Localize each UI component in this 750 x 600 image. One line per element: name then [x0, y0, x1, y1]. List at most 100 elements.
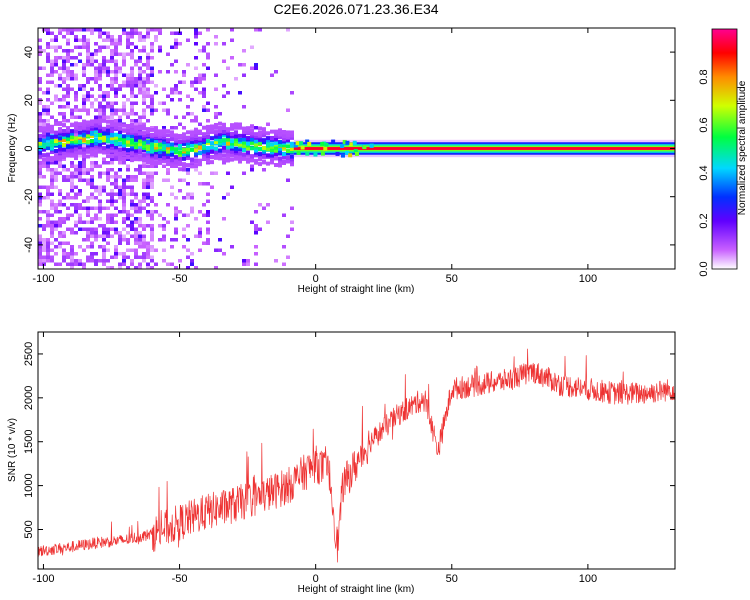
spectrogram-cell — [90, 56, 94, 60]
spectrogram-cell — [70, 203, 74, 207]
spectrogram-cell — [102, 112, 106, 116]
spectrogram-cell — [138, 220, 142, 224]
spectrogram-cell — [106, 206, 110, 210]
spectrogram-cell — [38, 66, 42, 70]
spectrogram-cell — [90, 134, 94, 139]
y-tick-label: 500 — [23, 520, 35, 538]
spectrogram-cell — [202, 105, 206, 109]
spectrogram-cell — [142, 84, 146, 88]
spectrogram-cell — [54, 70, 58, 74]
spectrogram-cell — [94, 252, 98, 256]
spectrogram-cell — [42, 164, 46, 168]
spectrogram-cell — [114, 199, 118, 203]
spectrogram-cell — [46, 238, 50, 242]
spectrogram-cell — [154, 143, 158, 148]
spectrogram-cell — [230, 123, 234, 128]
spectrogram-cell — [62, 155, 66, 160]
spectrogram-cell — [190, 142, 194, 147]
spectrogram-cell — [106, 199, 110, 203]
spectrogram-cell — [222, 196, 226, 200]
spectrogram-cell — [126, 139, 130, 144]
spectrogram-cell — [42, 122, 46, 126]
spectrogram-cell — [82, 147, 86, 152]
spectrogram-cell — [66, 31, 70, 35]
spectrogram-cell — [134, 84, 138, 88]
spectrogram-cell — [58, 220, 62, 224]
spectrogram-cell — [66, 73, 70, 77]
x-tick-label: 100 — [579, 273, 597, 285]
spectrogram-cell — [142, 77, 146, 81]
spectrogram-cell — [58, 31, 62, 35]
spectrogram-cell — [286, 144, 290, 149]
spectrogram-cell — [70, 135, 74, 140]
spectrogram-cell — [74, 38, 78, 42]
spectrogram-cell — [174, 45, 178, 49]
spectrogram-cell — [82, 84, 86, 88]
spectrogram-cell — [182, 70, 186, 74]
spectrogram-cell — [162, 217, 166, 221]
spectrogram-cell — [66, 227, 70, 231]
spectrogram-cell — [218, 148, 222, 153]
spectrogram-cell — [102, 245, 106, 249]
spectrogram-cell — [274, 137, 278, 142]
spectrogram-cell — [54, 121, 58, 126]
spectrogram-cell — [202, 152, 206, 157]
spectrogram-cell — [218, 138, 222, 143]
spectrogram-cell — [90, 94, 94, 98]
spectrogram-cell — [82, 70, 86, 74]
spectrogram-cell — [246, 262, 250, 266]
spectrogram-cell — [254, 132, 258, 137]
spectrogram-cell — [170, 91, 174, 95]
spectrogram-cell — [122, 84, 126, 88]
spectrogram-cell — [86, 130, 90, 135]
spectrogram-cell — [106, 144, 110, 149]
spectrogram-cell — [70, 63, 74, 67]
spectrogram-cell — [142, 101, 146, 105]
spectrogram-cell — [190, 206, 194, 210]
spectrogram-cell — [54, 130, 58, 135]
spectrogram-cell — [82, 199, 86, 203]
spectrogram-cell — [262, 168, 266, 172]
spectrogram-cell — [226, 171, 230, 175]
spectrogram-cell — [118, 234, 122, 238]
spectrogram-cell — [146, 224, 150, 228]
spectrogram-cell — [98, 164, 102, 168]
spectrogram-cell — [98, 192, 102, 196]
spectrogram-cell — [70, 153, 74, 158]
spectrogram-cell — [122, 137, 126, 142]
spectrogram-cell — [102, 126, 106, 131]
spectrogram-cell — [74, 206, 78, 210]
spectrogram-cell — [138, 135, 142, 140]
spectrogram-cell — [46, 142, 50, 147]
spectrogram-cell — [38, 241, 42, 245]
spectrogram-cell — [246, 136, 250, 141]
spectrogram-cell — [166, 154, 170, 159]
spectrogram-cell — [299, 141, 304, 146]
spectrogram-cell — [258, 152, 262, 157]
spectrogram-cell — [190, 137, 194, 142]
spectrogram-cell — [102, 108, 106, 112]
spectrogram-cell — [98, 135, 102, 140]
spectrogram-cell — [154, 262, 158, 266]
spectrogram-cell — [206, 128, 210, 133]
spectrogram-cell — [82, 101, 86, 105]
spectrogram-cell — [54, 148, 58, 153]
spectrogram-cell — [102, 63, 106, 67]
spectrogram-cell — [210, 155, 214, 160]
spectrogram-cell — [54, 171, 58, 175]
colorbar-gradient — [711, 28, 738, 270]
spectrogram-cell — [340, 153, 345, 158]
spectrogram-cell — [293, 143, 298, 148]
spectrogram-cell — [38, 133, 42, 138]
spectrogram-cell — [98, 28, 102, 32]
spectrogram-cell — [94, 49, 98, 53]
spectrogram-cell — [202, 139, 206, 144]
spectrogram-cell — [118, 241, 122, 245]
spectrogram-cell — [194, 66, 198, 70]
spectrogram-cell — [122, 31, 126, 35]
spectrogram-cell — [150, 182, 154, 186]
spectrogram-cell — [74, 91, 78, 95]
spectrogram-cell — [170, 145, 174, 150]
spectrogram-cell — [110, 77, 114, 81]
spectrogram-cell — [186, 156, 190, 161]
